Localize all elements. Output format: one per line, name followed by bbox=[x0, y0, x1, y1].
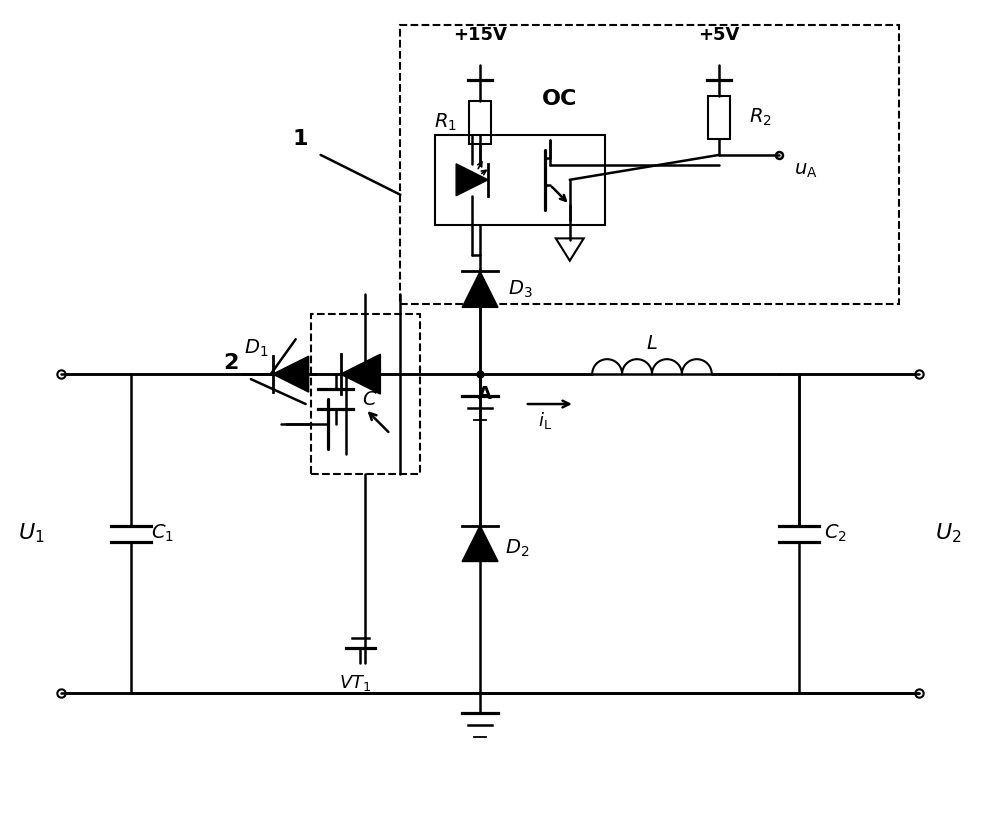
Bar bbox=[469, 101, 491, 144]
Polygon shape bbox=[341, 354, 380, 394]
Text: $C$: $C$ bbox=[362, 390, 378, 409]
Text: +15V: +15V bbox=[453, 26, 507, 44]
Polygon shape bbox=[273, 356, 309, 392]
Text: 2: 2 bbox=[223, 353, 239, 373]
Text: $D_1$: $D_1$ bbox=[244, 338, 268, 359]
Text: A: A bbox=[478, 385, 492, 403]
Text: 1: 1 bbox=[293, 129, 308, 149]
Polygon shape bbox=[556, 238, 584, 260]
Text: $u_{\rm A}$: $u_{\rm A}$ bbox=[794, 162, 818, 180]
Polygon shape bbox=[462, 526, 498, 561]
Polygon shape bbox=[462, 271, 498, 307]
Text: $R_1$: $R_1$ bbox=[434, 112, 457, 133]
Bar bbox=[435, 135, 605, 225]
Text: +5V: +5V bbox=[699, 26, 740, 44]
Text: $i_{\rm L}$: $i_{\rm L}$ bbox=[538, 410, 552, 431]
Bar bbox=[311, 314, 420, 474]
Text: $C_2$: $C_2$ bbox=[824, 523, 847, 544]
Text: $L$: $L$ bbox=[646, 335, 658, 353]
Bar bbox=[708, 96, 730, 139]
Text: $D_2$: $D_2$ bbox=[505, 537, 529, 559]
Text: $D_3$: $D_3$ bbox=[508, 279, 533, 300]
Text: $U_2$: $U_2$ bbox=[935, 522, 962, 545]
Text: $C_1$: $C_1$ bbox=[151, 523, 174, 544]
Text: $R_2$: $R_2$ bbox=[749, 107, 772, 129]
Bar bbox=[400, 26, 899, 304]
Text: $U_1$: $U_1$ bbox=[18, 522, 45, 545]
Text: $VT_1$: $VT_1$ bbox=[339, 673, 372, 693]
Text: OC: OC bbox=[542, 89, 577, 109]
Polygon shape bbox=[456, 164, 488, 196]
